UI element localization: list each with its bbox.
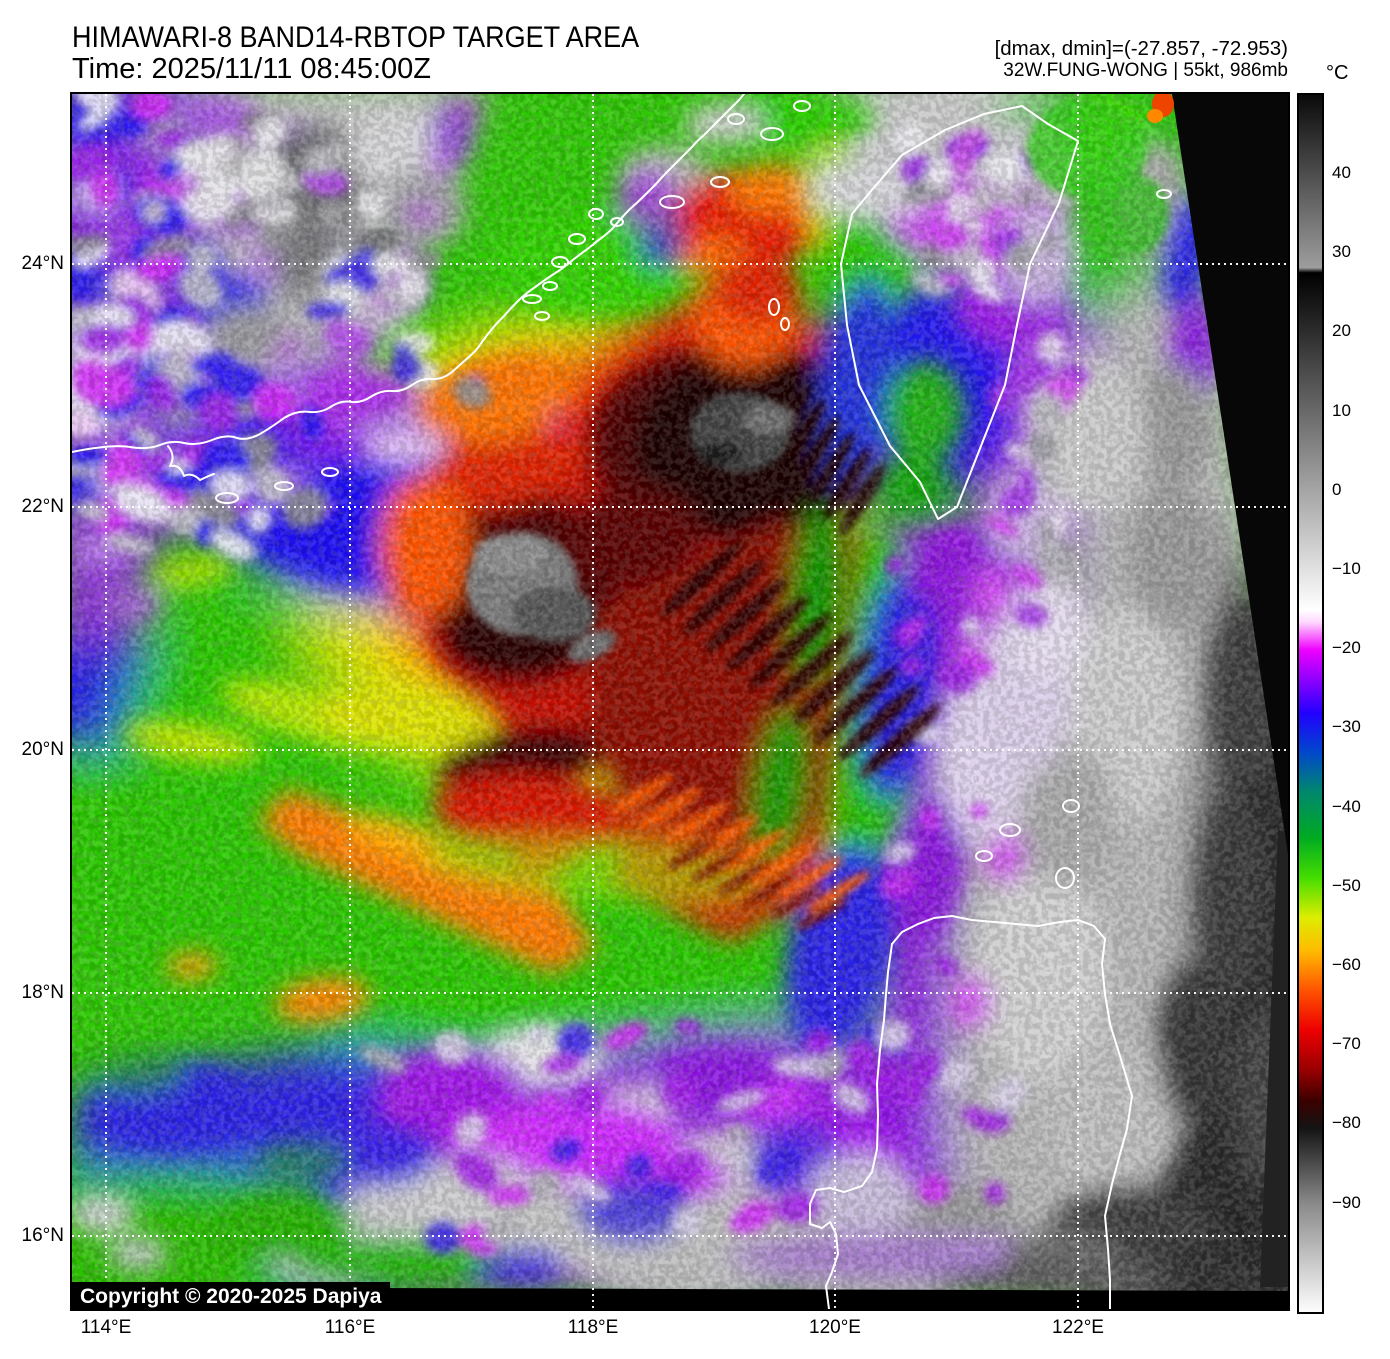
svg-text:Copyright © 2020-2025 Dapiya: Copyright © 2020-2025 Dapiya	[80, 1285, 382, 1308]
